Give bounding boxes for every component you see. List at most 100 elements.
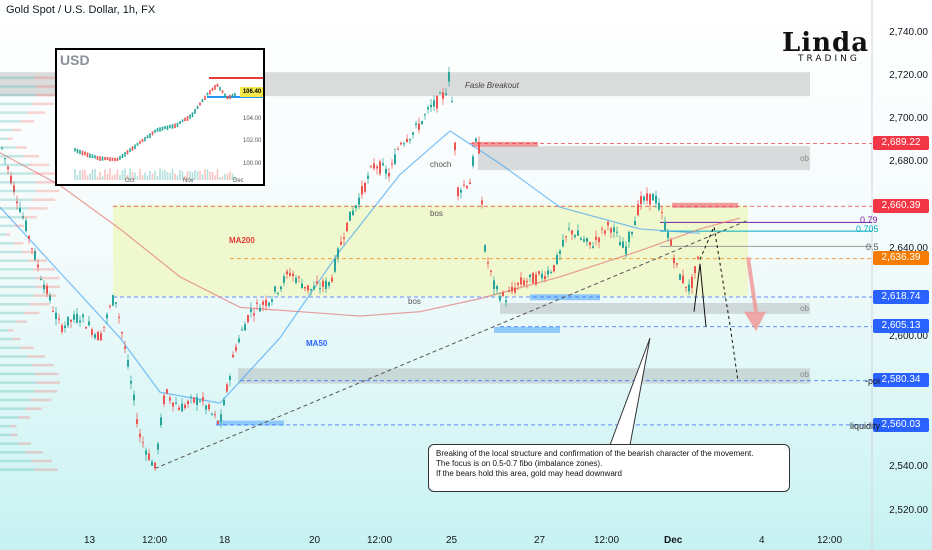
candle-body-up bbox=[634, 220, 636, 226]
candle-body-up bbox=[79, 320, 81, 323]
volume-profile-bar bbox=[28, 259, 48, 262]
supply-marker bbox=[672, 202, 738, 208]
candle-body-down bbox=[685, 286, 687, 288]
inset-candle-down bbox=[204, 95, 206, 100]
candle-body-down bbox=[511, 286, 513, 292]
logo-main: Linda bbox=[782, 28, 870, 58]
y-tick-label: 2,680.00 bbox=[889, 156, 928, 167]
volume-profile-bar bbox=[0, 381, 36, 384]
x-tick-label: 12:00 bbox=[142, 535, 168, 546]
candle-body-down bbox=[691, 276, 693, 289]
candle-body-down bbox=[7, 166, 9, 170]
inset-title: USD bbox=[60, 52, 90, 68]
candle-body-down bbox=[178, 407, 180, 411]
inset-candle-down bbox=[96, 156, 99, 161]
inset-volume-bar bbox=[151, 173, 154, 180]
candle-body-down bbox=[388, 172, 390, 177]
candle-body-up bbox=[628, 231, 630, 243]
volume-profile-bar bbox=[7, 137, 13, 141]
candle-body-up bbox=[616, 231, 618, 233]
inset-candle-up bbox=[189, 114, 191, 119]
inset-plot bbox=[74, 77, 263, 180]
candle-body-up bbox=[328, 282, 330, 286]
candle-body-up bbox=[22, 216, 24, 219]
inset-volume-bar bbox=[109, 168, 111, 180]
inset-candle-up bbox=[176, 122, 179, 128]
candle-body-up bbox=[250, 308, 252, 312]
candle-body-up bbox=[415, 123, 417, 126]
zone-label-false-breakout: Fasle Breakout bbox=[465, 81, 519, 90]
inset-volume-bar bbox=[114, 174, 116, 180]
candle-body-up bbox=[271, 299, 273, 302]
inset-volume-bar bbox=[231, 173, 234, 180]
candle-body-down bbox=[400, 142, 402, 145]
candle-body-up bbox=[592, 246, 594, 248]
inset-volume-bar bbox=[146, 175, 149, 180]
candle-body-down bbox=[523, 280, 525, 286]
candle-body-up bbox=[25, 220, 27, 232]
inset-candle-up bbox=[79, 149, 81, 155]
inset-volume-bar bbox=[144, 172, 146, 180]
analysis-callout: Breaking of the local structure and conf… bbox=[428, 444, 790, 492]
candle-body-up bbox=[301, 283, 303, 289]
inset-volume-bar bbox=[211, 171, 214, 180]
candle-body-down bbox=[682, 275, 684, 284]
inset-volume-bar bbox=[116, 169, 119, 180]
candle-body-up bbox=[55, 312, 57, 320]
candle-body-up bbox=[241, 329, 243, 331]
volume-profile-bar bbox=[0, 459, 32, 463]
volume-profile-bar bbox=[17, 416, 30, 419]
candle-body-down bbox=[214, 414, 216, 416]
inset-volume-bar bbox=[171, 168, 174, 180]
candle-body-up bbox=[337, 248, 339, 258]
candle-body-up bbox=[556, 255, 558, 265]
volume-profile-bar bbox=[33, 294, 57, 297]
volume-profile-bar bbox=[8, 329, 14, 332]
volume-profile-bar bbox=[0, 433, 11, 437]
candle-body-down bbox=[637, 204, 639, 216]
inset-candle-up bbox=[181, 119, 184, 123]
inset-candle-up bbox=[234, 92, 236, 96]
volume-profile-bar bbox=[0, 181, 36, 184]
inset-volume-bar bbox=[129, 168, 131, 180]
inset-candle-down bbox=[221, 90, 224, 94]
volume-profile-bar bbox=[31, 459, 52, 463]
bos-label: bos bbox=[430, 209, 443, 218]
inset-volume-bar bbox=[139, 169, 141, 180]
candle-body-up bbox=[496, 286, 498, 290]
inset-volume-bar bbox=[176, 175, 179, 180]
inset-volume-bar bbox=[119, 175, 121, 180]
candle-body-up bbox=[34, 251, 36, 260]
zone-ob bbox=[478, 146, 810, 171]
candle-body-up bbox=[622, 241, 624, 248]
volume-profile-bar bbox=[21, 250, 37, 254]
volume-profile-bar bbox=[34, 468, 58, 471]
candle-body-down bbox=[148, 453, 150, 460]
volume-profile-bar bbox=[9, 424, 17, 428]
volume-profile-bar bbox=[0, 442, 19, 445]
volume-profile-bar bbox=[0, 154, 24, 158]
candle-body-up bbox=[277, 292, 279, 294]
x-tick-label: 27 bbox=[534, 535, 546, 546]
candle-body-down bbox=[232, 354, 234, 358]
inset-candle-up bbox=[179, 121, 181, 125]
inset-candle-up bbox=[121, 153, 124, 159]
inset-volume-bar bbox=[74, 169, 76, 180]
inset-volume-bar bbox=[101, 176, 104, 180]
volume-profile-bar bbox=[0, 163, 30, 167]
inset-volume-bar bbox=[104, 169, 106, 180]
candle-body-up bbox=[409, 139, 411, 141]
logo-sub: TRADING bbox=[798, 54, 860, 64]
inset-volume-bar bbox=[81, 170, 84, 180]
candle-body-down bbox=[418, 123, 420, 130]
candle-body-up bbox=[196, 397, 198, 405]
candle-body-down bbox=[331, 277, 333, 282]
volume-profile-bar bbox=[15, 146, 27, 149]
y-tick-label: 2,700.00 bbox=[889, 113, 928, 124]
volume-profile-bar bbox=[35, 381, 60, 384]
price-badge-2636: 2,636.39 bbox=[873, 251, 929, 265]
candle-body-up bbox=[181, 403, 183, 412]
inset-volume-bar bbox=[181, 171, 184, 180]
inset-volume-bar bbox=[96, 176, 99, 180]
